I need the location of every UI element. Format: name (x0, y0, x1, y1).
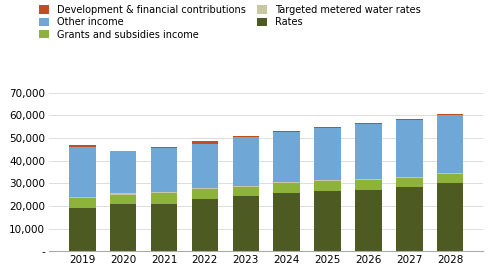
Bar (69, 197, 96, 198)
Bar (437, 174, 463, 183)
Bar (274, 131, 300, 132)
Bar (355, 179, 382, 180)
Bar (151, 147, 177, 148)
Bar (355, 123, 382, 124)
Bar (355, 190, 382, 251)
Bar (233, 186, 259, 187)
Bar (314, 128, 341, 180)
Bar (396, 187, 423, 251)
Bar (233, 196, 259, 251)
Bar (437, 114, 463, 115)
Bar (151, 148, 177, 192)
Bar (69, 145, 96, 147)
Bar (192, 141, 218, 144)
Bar (437, 173, 463, 174)
Bar (396, 119, 423, 120)
Bar (110, 195, 137, 204)
Bar (192, 188, 218, 189)
Bar (437, 115, 463, 173)
Bar (396, 177, 423, 178)
Bar (151, 192, 177, 194)
Bar (314, 180, 341, 181)
Bar (274, 183, 300, 194)
Bar (110, 194, 137, 195)
Bar (233, 187, 259, 196)
Bar (192, 199, 218, 251)
Bar (396, 120, 423, 177)
Bar (233, 136, 259, 137)
Bar (192, 189, 218, 199)
Bar (274, 194, 300, 251)
Bar (69, 208, 96, 251)
Bar (314, 181, 341, 191)
Bar (274, 132, 300, 182)
Bar (233, 137, 259, 186)
Bar (355, 124, 382, 179)
Legend: Development & financial contributions, Other income, Grants and subsidies income: Development & financial contributions, O… (39, 5, 421, 40)
Bar (314, 191, 341, 251)
Bar (110, 150, 137, 194)
Bar (151, 194, 177, 204)
Bar (110, 204, 137, 251)
Bar (192, 144, 218, 188)
Bar (396, 178, 423, 187)
Bar (69, 147, 96, 197)
Bar (151, 204, 177, 251)
Bar (274, 182, 300, 183)
Bar (69, 198, 96, 208)
Bar (314, 127, 341, 128)
Bar (355, 180, 382, 190)
Bar (437, 183, 463, 251)
